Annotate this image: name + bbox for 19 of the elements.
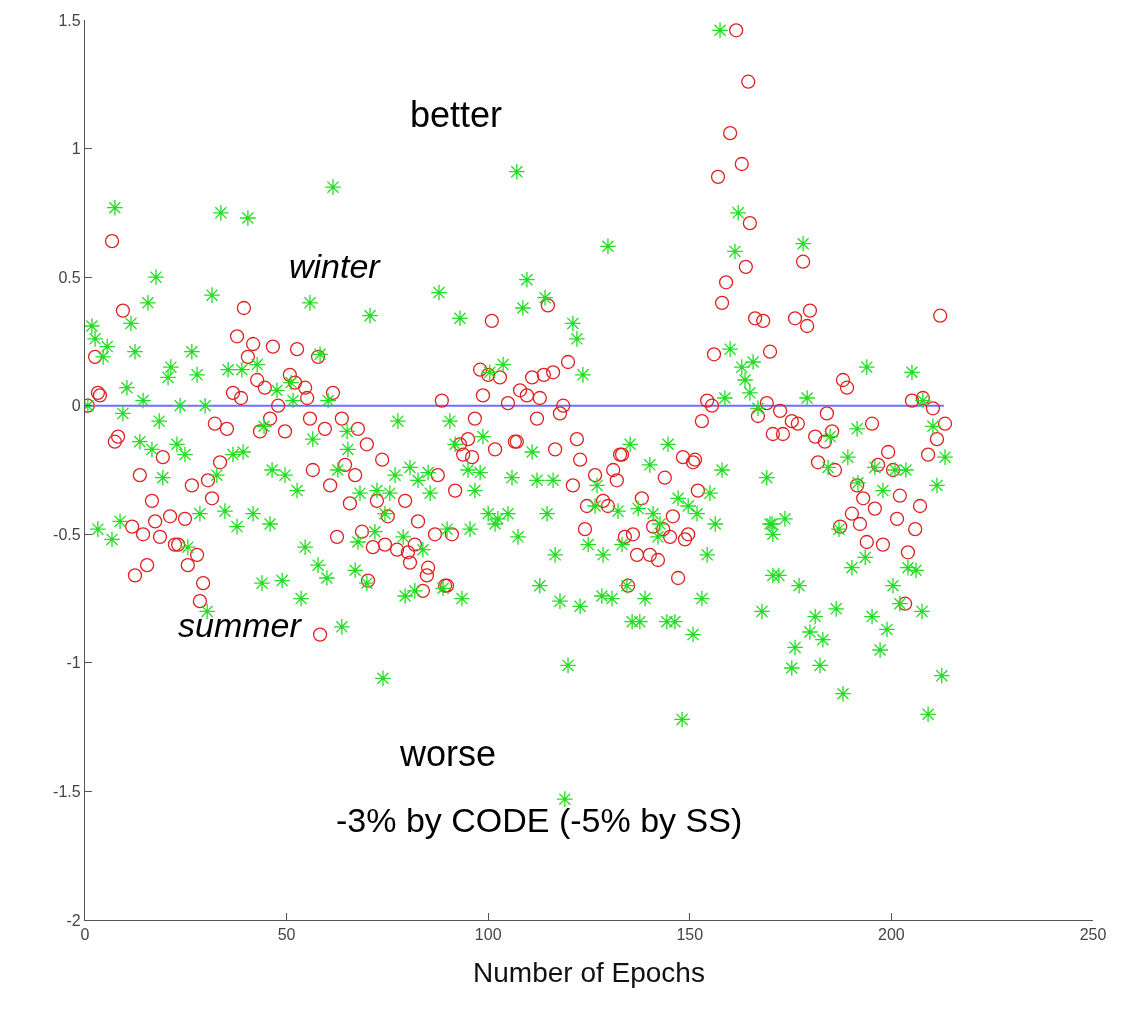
annotation: summer <box>178 606 303 644</box>
x-tick-label: 250 <box>1079 926 1107 944</box>
x-tick-label: 100 <box>474 926 502 944</box>
y-tick-label: 1.5 <box>58 11 81 29</box>
y-tick-label: -2 <box>66 911 81 929</box>
y-tick-label: -0.5 <box>53 525 81 543</box>
annotation: -3% by CODE (-5% by SS) <box>336 801 743 839</box>
y-tick-label: 0.5 <box>58 268 81 286</box>
annotation: winter <box>289 247 382 285</box>
y-tick-label: 0 <box>71 397 81 415</box>
x-tick-label: 50 <box>277 926 296 944</box>
x-tick-label: 200 <box>878 926 905 944</box>
x-tick-label: 150 <box>676 926 704 944</box>
y-tick-label: -1.5 <box>53 783 81 801</box>
annotation: worse <box>399 733 497 774</box>
y-tick-label: 1 <box>71 140 81 158</box>
x-axis-title: Number of Epochs <box>473 957 705 989</box>
y-tick-label: -1 <box>66 654 81 672</box>
annotation: better <box>410 94 503 135</box>
